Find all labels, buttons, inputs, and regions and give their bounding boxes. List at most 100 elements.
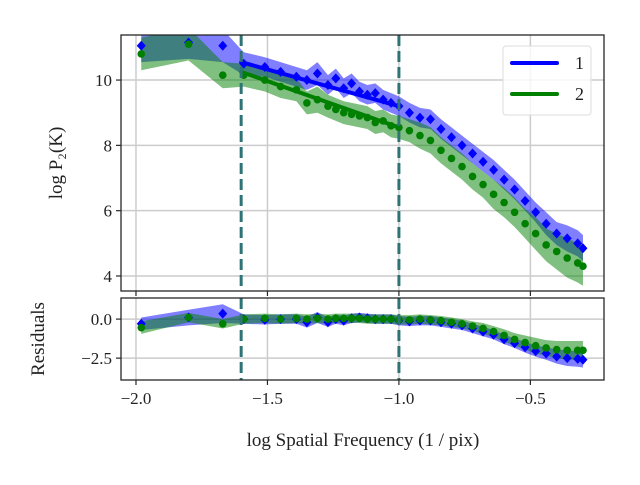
x-tick-label: −0.5 [515, 389, 546, 408]
data-point-series-2 [387, 315, 395, 323]
data-point-series-2 [479, 180, 487, 189]
data-point-series-2 [379, 315, 387, 323]
data-point-series-2 [371, 315, 380, 323]
data-point-series-2 [332, 314, 340, 323]
data-point-series-1 [218, 40, 228, 51]
data-point-series-2 [542, 344, 550, 352]
data-point-series-1 [552, 228, 562, 239]
data-point-series-2 [416, 315, 424, 323]
data-point-series-2 [563, 346, 571, 355]
y-tick-label: −2.5 [81, 349, 112, 368]
data-point-series-2 [579, 262, 587, 270]
data-point-series-2 [447, 318, 456, 327]
data-point-series-2 [510, 208, 519, 217]
data-point-series-2 [137, 323, 146, 332]
data-point-series-2 [347, 314, 356, 323]
data-point-series-1 [489, 164, 499, 175]
axes-frame [120, 297, 605, 381]
data-point-series-2 [437, 146, 445, 155]
data-point-series-1 [520, 195, 530, 206]
data-point-series-2 [563, 254, 571, 262]
data-point-series-2 [531, 229, 540, 238]
data-point-series-2 [542, 241, 550, 249]
fit-line-series-2 [239, 69, 401, 130]
x-axis-label: log Spatial Frequency (1 / pix) [247, 430, 480, 451]
data-point-series-2 [313, 314, 322, 323]
data-point-series-2 [355, 314, 364, 323]
data-point-series-2 [339, 108, 348, 117]
axes-frame [120, 34, 605, 292]
data-point-series-1 [510, 184, 520, 195]
data-point-series-2 [447, 154, 456, 163]
y-tick-label: 6 [104, 202, 113, 221]
data-point-series-1 [578, 243, 588, 254]
data-point-series-1 [331, 73, 341, 84]
data-point-series-1 [347, 78, 357, 89]
legend-label-1: 1 [575, 53, 584, 73]
data-point-series-2 [531, 341, 540, 350]
data-point-series-1 [531, 207, 541, 218]
data-point-series-1 [573, 238, 583, 249]
data-point-series-2 [573, 346, 582, 355]
plot-area [136, 35, 588, 286]
data-point-series-1 [468, 148, 478, 159]
data-point-series-1 [218, 308, 228, 319]
data-point-series-1 [415, 112, 425, 123]
legend: 1 2 [502, 45, 592, 116]
y-tick-label: 10 [95, 71, 112, 90]
data-point-series-2 [579, 346, 587, 355]
data-point-series-2 [363, 315, 372, 323]
data-point-series-1 [370, 88, 380, 99]
data-point-series-2 [218, 71, 227, 79]
data-point-series-2 [426, 136, 435, 145]
data-point-series-2 [426, 316, 435, 324]
data-point-series-2 [339, 314, 348, 323]
data-point-series-1 [562, 233, 572, 244]
data-point-series-1 [404, 107, 414, 118]
data-point-series-2 [458, 319, 466, 328]
data-point-series-2 [261, 314, 269, 323]
plot-area [136, 304, 588, 368]
data-point-series-2 [218, 319, 227, 328]
data-point-series-1 [425, 114, 435, 125]
data-point-series-2 [405, 126, 414, 135]
data-point-series-1 [478, 156, 488, 167]
legend-label-2: 2 [575, 84, 584, 104]
data-point-series-2 [500, 198, 508, 207]
data-point-series-2 [552, 345, 561, 354]
data-point-series-2 [324, 315, 332, 323]
residuals-panel: 0.0 −2.5 −2.0 −1.5 −1.0 −0.5 [81, 297, 605, 408]
data-point-series-1 [312, 68, 322, 79]
fit-line-series-1 [239, 60, 401, 109]
data-point-series-2 [416, 131, 424, 140]
main-y-axis-label: log P₂(K) [46, 127, 67, 200]
data-point-series-2 [437, 316, 445, 325]
data-point-series-2 [510, 335, 519, 344]
data-point-series-1 [578, 354, 588, 365]
data-point-series-1 [457, 140, 467, 151]
data-point-series-2 [292, 314, 301, 323]
data-point-series-2 [137, 50, 146, 58]
data-point-series-2 [303, 99, 311, 107]
data-point-series-1 [552, 351, 562, 362]
y-tick-label: 8 [104, 136, 113, 155]
data-point-series-2 [184, 313, 193, 322]
y-tick-label: 0.0 [91, 310, 112, 329]
data-point-series-2 [521, 219, 529, 228]
data-point-series-2 [468, 322, 477, 330]
data-point-series-2 [521, 338, 529, 347]
data-point-series-1 [447, 132, 457, 143]
y-tick-label: 4 [104, 267, 113, 286]
data-point-series-1 [562, 353, 572, 364]
data-point-series-2 [479, 324, 487, 333]
data-point-series-2 [552, 247, 561, 256]
residuals-y-axis-label: Residuals [28, 302, 49, 376]
data-point-series-2 [500, 331, 508, 340]
data-point-series-2 [489, 190, 498, 199]
error-band-series-2 [141, 35, 583, 286]
x-tick-label: −2.0 [121, 389, 152, 408]
data-point-series-1 [136, 40, 146, 51]
data-point-series-2 [184, 40, 193, 48]
data-point-series-2 [468, 172, 477, 181]
